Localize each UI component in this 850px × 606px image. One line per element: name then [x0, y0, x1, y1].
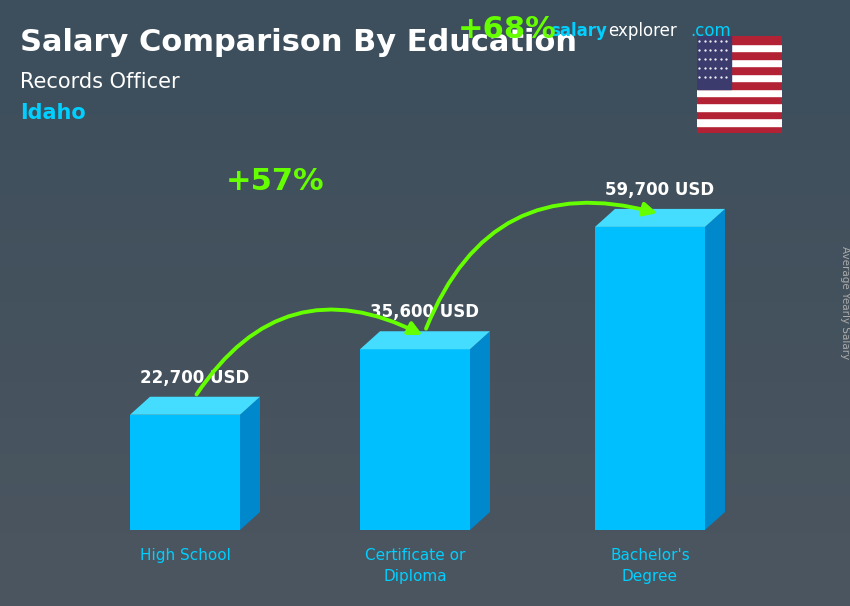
Bar	[697, 81, 782, 88]
Text: explorer: explorer	[608, 22, 677, 40]
Text: Bachelor's
Degree: Bachelor's Degree	[610, 548, 690, 584]
Polygon shape	[470, 331, 490, 530]
Bar	[697, 96, 782, 104]
Bar	[697, 59, 782, 66]
Polygon shape	[705, 209, 725, 530]
Bar	[697, 36, 782, 44]
Text: +57%: +57%	[226, 167, 325, 196]
Text: .com: .com	[690, 22, 731, 40]
Text: +68%: +68%	[458, 15, 557, 44]
Bar	[697, 126, 782, 133]
Text: Records Officer: Records Officer	[20, 72, 179, 92]
Bar	[697, 52, 782, 59]
Bar	[697, 118, 782, 126]
Text: 35,600 USD: 35,600 USD	[371, 303, 479, 321]
Bar	[360, 349, 470, 530]
Bar	[697, 104, 782, 111]
Bar	[697, 44, 782, 52]
Text: Certificate or
Diploma: Certificate or Diploma	[365, 548, 465, 584]
Bar	[697, 111, 782, 118]
Polygon shape	[240, 397, 260, 530]
Text: Average Yearly Salary: Average Yearly Salary	[840, 247, 850, 359]
Polygon shape	[130, 397, 260, 415]
Text: High School: High School	[139, 548, 230, 563]
Polygon shape	[360, 331, 490, 349]
Text: salary: salary	[550, 22, 607, 40]
Text: 22,700 USD: 22,700 USD	[140, 369, 250, 387]
Bar	[697, 36, 731, 88]
Bar	[697, 88, 782, 96]
Bar	[130, 415, 240, 530]
Bar	[697, 74, 782, 81]
Text: Idaho: Idaho	[20, 103, 86, 123]
Text: 59,700 USD: 59,700 USD	[605, 181, 715, 199]
Text: Salary Comparison By Education: Salary Comparison By Education	[20, 28, 577, 57]
Bar	[697, 66, 782, 74]
Bar	[595, 227, 705, 530]
Polygon shape	[595, 209, 725, 227]
